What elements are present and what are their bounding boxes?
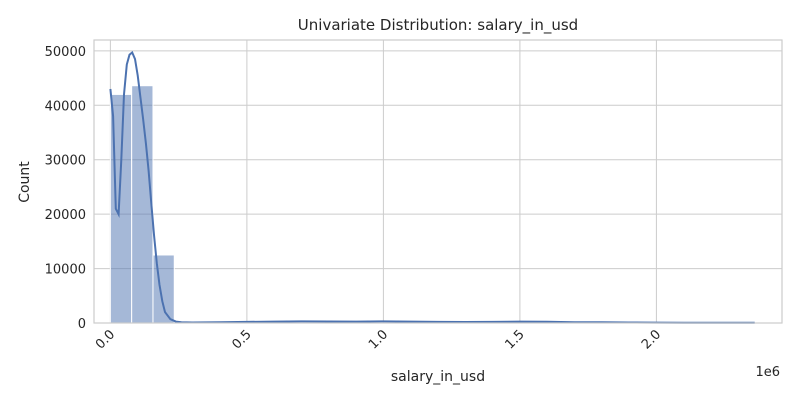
x-tick-label-2: 1.0	[366, 327, 391, 352]
y-tick-label-4: 40000	[45, 99, 86, 114]
x-offset-label: 1e6	[755, 365, 780, 380]
chart-title: Univariate Distribution: salary_in_usd	[298, 16, 578, 35]
histogram-bar-1	[131, 85, 154, 324]
x-tick-labels: 0.0 0.5 1.0 1.5 2.0	[93, 327, 664, 352]
kde-curve	[109, 50, 755, 324]
x-axis-label: salary_in_usd	[391, 369, 485, 385]
y-tick-label-1: 10000	[45, 263, 86, 278]
x-tick-label-3: 1.5	[502, 327, 527, 352]
grid-lines	[94, 40, 782, 324]
y-tick-labels: 0 10000 20000 30000 40000 50000	[45, 45, 86, 332]
x-tick-label-0: 0.0	[93, 327, 118, 352]
y-tick-label-2: 20000	[45, 208, 86, 223]
histogram-bars	[109, 85, 750, 324]
plot-frame	[93, 39, 783, 324]
x-tick-label-4: 2.0	[639, 327, 664, 352]
y-tick-label-5: 50000	[45, 45, 86, 60]
y-tick-label-0: 0	[78, 317, 86, 332]
y-axis-label: Count	[17, 161, 33, 203]
y-tick-label-3: 30000	[45, 154, 86, 169]
x-tick-label-1: 0.5	[229, 327, 254, 352]
